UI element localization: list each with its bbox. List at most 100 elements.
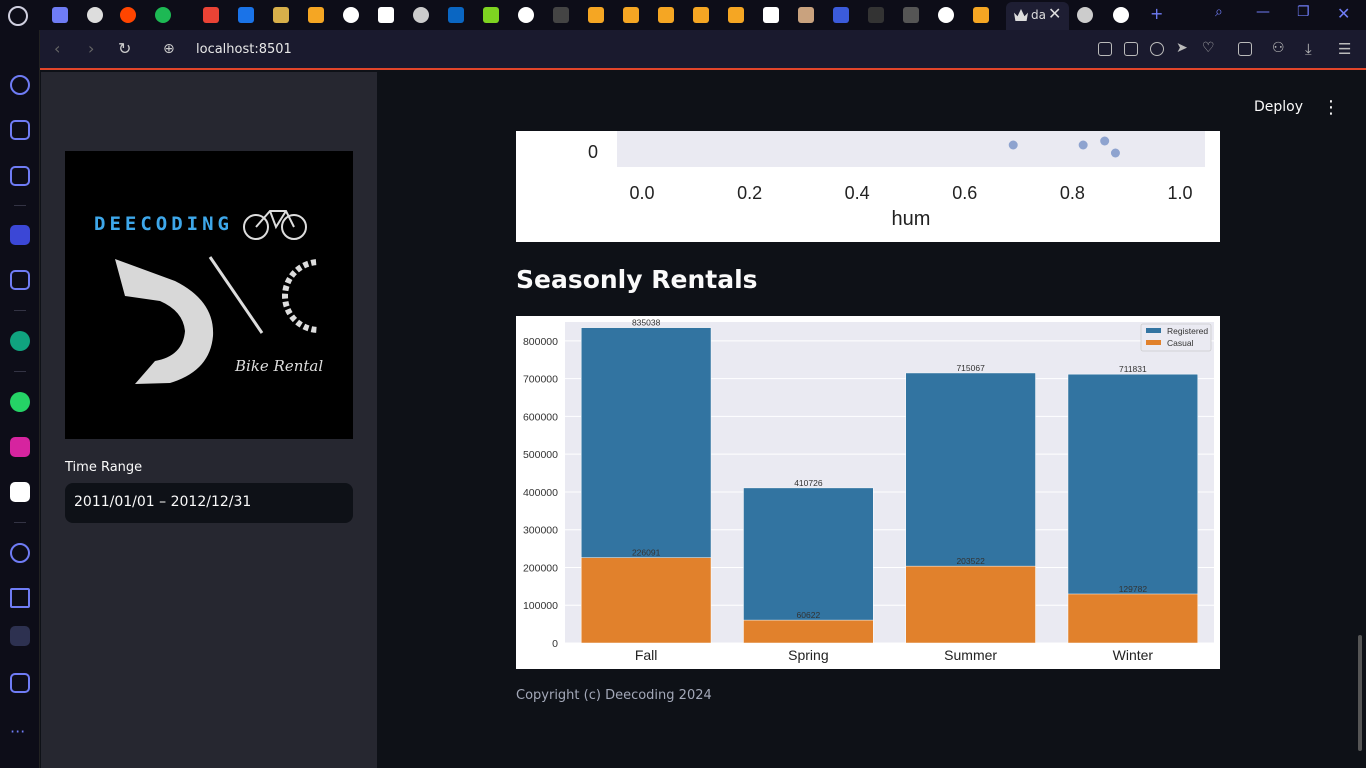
tab-icon[interactable] [120,7,136,23]
tab-icon[interactable] [483,7,499,23]
profile-icon[interactable]: ⚇ [1272,40,1285,56]
browser-tab-strip: da ✕ + ⌕ — ❐ ✕ [0,0,1366,30]
back-icon[interactable]: ‹ [54,39,61,58]
y-tick-label: 300000 [523,525,558,537]
tab-icon[interactable] [623,7,639,23]
instagram-icon[interactable] [10,437,30,457]
bar-casual [743,619,874,644]
tab-icon[interactable] [693,7,709,23]
data-label: 835038 [632,318,661,328]
aria-icon[interactable] [10,166,30,186]
opera-logo-icon[interactable] [8,6,28,26]
logo-subtitle: Bike Rental [235,357,324,375]
scatter-chart: 0.0 0.2 0.4 0.6 0.8 1.0 0 hum [516,131,1220,242]
bar-casual [580,557,712,644]
tab-icon[interactable] [343,7,359,23]
chatgpt-icon[interactable] [10,331,30,351]
cube-icon[interactable] [1238,42,1252,56]
scatter-chart-svg: 0.0 0.2 0.4 0.6 0.8 1.0 0 hum [588,131,1205,230]
tab-icon[interactable] [155,7,171,23]
home-icon[interactable] [10,225,30,245]
tab-icon[interactable] [308,7,324,23]
tab-icon[interactable] [728,7,744,23]
forward-icon[interactable]: › [88,39,95,58]
discord-icon[interactable] [10,482,30,502]
speed-dial-icon[interactable] [10,75,30,95]
player-icon[interactable] [10,543,30,563]
tab-icon[interactable] [903,7,919,23]
tab-icon[interactable] [1113,7,1129,23]
tab-icon[interactable] [588,7,604,23]
page-scrollbar[interactable] [1358,635,1362,751]
x-axis-label: hum [892,208,931,230]
main-menu-icon[interactable]: ⋮ [1322,97,1340,118]
deecoding-logo: DEECODING Bike Rental [65,151,353,439]
legend-swatch [1146,340,1161,345]
app-icon[interactable] [10,626,30,646]
tab-icon[interactable] [87,7,103,23]
bar-registered [743,487,874,644]
block-icon[interactable] [1150,42,1164,56]
close-window-icon[interactable]: ✕ [1337,4,1351,23]
data-label: 711831 [1119,364,1147,374]
section-title: Seasonly Rentals [516,265,758,294]
data-label: 226091 [632,548,661,558]
send-icon[interactable] [10,588,30,608]
tab-icon[interactable] [448,7,464,23]
share-icon[interactable] [1098,42,1112,56]
x-tick-label: 0.2 [737,183,762,203]
tab-icon[interactable] [238,7,254,23]
tab-icon[interactable] [1077,7,1093,23]
easy-setup-icon[interactable]: ☰ [1338,40,1352,58]
gamepad-icon[interactable] [10,270,30,290]
bar-chart: 0 100000 200000 300000 400000 500000 600000 700… [516,316,1220,669]
main-content: Deploy ⋮ 0.0 0.2 0.4 0.6 0.8 1.0 0 hum Seasonly… [377,72,1360,768]
active-tab[interactable]: da ✕ [1006,2,1069,30]
tab-icon[interactable] [518,7,534,23]
reload-icon[interactable]: ↻ [118,39,132,58]
tab-icon[interactable] [203,7,219,23]
gallery-icon[interactable] [10,673,30,693]
camera-icon[interactable] [1124,42,1138,56]
legend-label: Casual [1167,338,1194,348]
tab-icon[interactable] [868,7,884,23]
logo-mark [115,246,353,384]
y-tick-label: 200000 [523,562,558,574]
search-tabs-icon[interactable]: ⌕ [1215,4,1223,20]
tab-icon[interactable] [52,7,68,23]
site-info-icon[interactable]: ⊕ [163,41,175,57]
scatter-point [1100,136,1110,146]
y-tick-label: 0 [552,638,558,650]
tab-icon[interactable] [273,7,289,23]
download-icon[interactable]: ⤓ [1305,40,1312,58]
time-range-input[interactable]: 2011/01/01 – 2012/12/31 [65,483,353,523]
x-tick-label: 0.0 [629,183,654,203]
tab-icon[interactable] [798,7,814,23]
tab-icon[interactable] [973,7,989,23]
y-tick-label: 100000 [523,600,558,612]
tab-icon[interactable] [378,7,394,23]
address-bar: ‹ › ↻ ⊕ localhost:8501 ➤ ♡ ⚇ ⤓ ☰ [40,30,1366,70]
crown-icon [1014,9,1028,21]
more-icon[interactable]: ··· [10,722,26,741]
heart-icon[interactable]: ♡ [1202,40,1215,56]
minimize-icon[interactable]: — [1256,4,1270,20]
tab-icon[interactable] [413,7,429,23]
close-tab-icon[interactable]: ✕ [1048,4,1062,23]
x-tick-label: 0.8 [1060,183,1085,203]
tab-icon[interactable] [658,7,674,23]
deploy-button[interactable]: Deploy [1254,99,1304,115]
x-tick-label: Spring [788,647,828,663]
whatsapp-icon[interactable] [10,392,30,412]
url-field[interactable]: localhost:8501 [196,42,292,57]
tab-icon[interactable] [833,7,849,23]
tab-icon[interactable] [938,7,954,23]
send-page-icon[interactable]: ➤ [1176,40,1188,56]
tab-icon[interactable] [763,7,779,23]
bar-chart-svg: 0 100000 200000 300000 400000 500000 600000 700… [523,318,1214,663]
new-tab-icon[interactable]: + [1150,4,1164,23]
restore-icon[interactable]: ❐ [1297,4,1310,20]
extensions-icon[interactable] [10,120,30,140]
tab-icon[interactable] [553,7,569,23]
y-tick-label: 600000 [523,411,558,423]
